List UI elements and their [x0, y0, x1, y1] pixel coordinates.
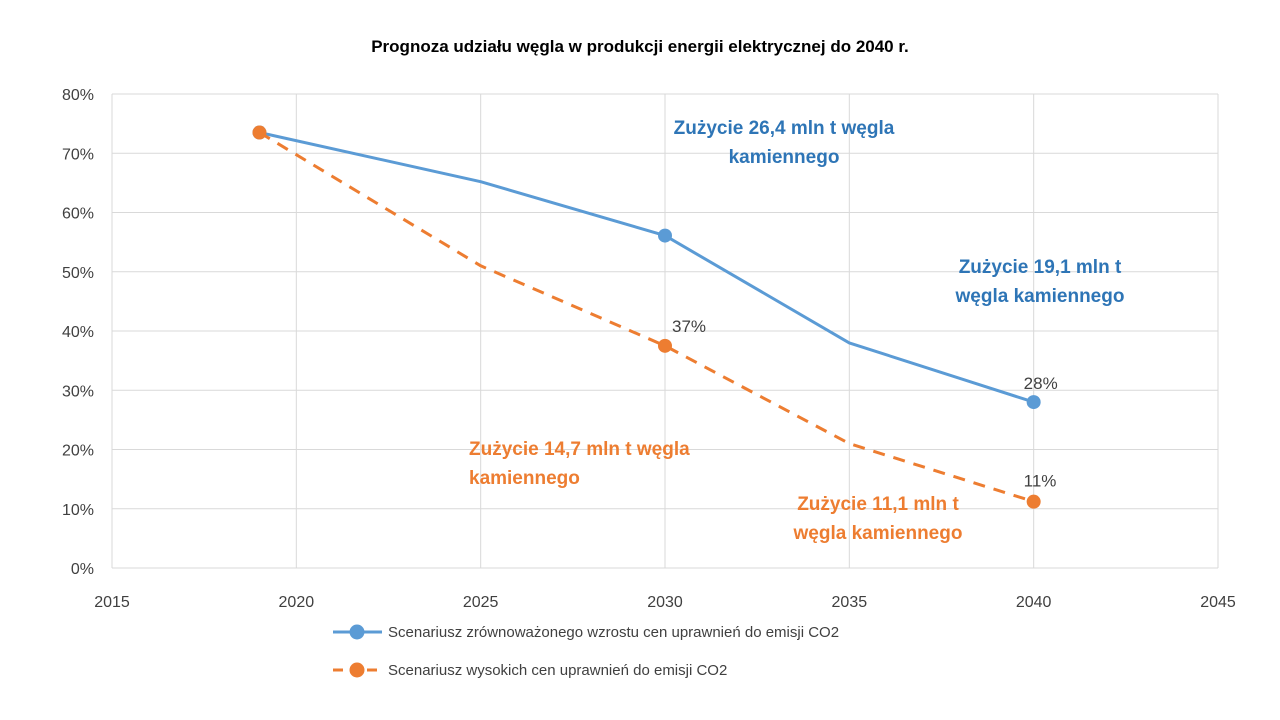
x-tick-label: 2025 — [463, 594, 499, 611]
data-label: 11% — [1024, 472, 1057, 491]
series-0-point — [1026, 395, 1041, 410]
legend-marker-0 — [349, 624, 365, 640]
annotation-text: Zużycie 14,7 mln t węgla — [469, 439, 690, 460]
data-labels: 37% 28% 11% — [672, 317, 1058, 491]
grid — [111, 93, 1219, 569]
series — [252, 125, 1041, 509]
annotation-text: Zużycie 11,1 mln t — [797, 494, 959, 515]
legend: Scenariusz zrównoważonego wzrostu cen up… — [333, 624, 839, 679]
x-tick-label: 2015 — [94, 594, 130, 611]
annotation-text: Zużycie 19,1 mln t — [959, 257, 1122, 278]
data-label: 37% — [672, 317, 706, 336]
x-tick-label: 2030 — [647, 594, 683, 611]
y-tick-label: 80% — [62, 87, 94, 104]
series-0-point — [658, 228, 672, 243]
annotation-text: węgla kamiennego — [793, 523, 963, 544]
legend-label-0: Scenariusz zrównoważonego wzrostu cen up… — [388, 624, 839, 641]
annotation-text: węgla kamiennego — [955, 286, 1125, 307]
series-line-0 — [259, 131, 1035, 404]
y-tick-label: 10% — [62, 502, 94, 519]
legend-label-1: Scenariusz wysokich cen uprawnień do emi… — [388, 662, 727, 679]
y-tick-label: 50% — [62, 265, 94, 282]
annotation-text: kamiennego — [469, 468, 580, 489]
series-line-1 — [258, 131, 1035, 504]
y-tick-label: 0% — [71, 561, 94, 578]
annotation-text: Zużycie 26,4 mln t węgla — [674, 118, 895, 139]
series-1-point — [252, 125, 267, 140]
data-label: 28% — [1024, 374, 1058, 393]
legend-marker-1 — [349, 662, 365, 678]
y-tick-label: 70% — [62, 146, 94, 163]
x-tick-label: 2040 — [1016, 594, 1052, 611]
annotations: Zużycie 26,4 mln t węgla kamiennego Zużyci… — [469, 118, 1124, 544]
y-tick-label: 40% — [62, 324, 94, 341]
x-tick-label: 2020 — [279, 594, 315, 611]
x-tick-label: 2035 — [832, 594, 868, 611]
annotation-text: kamiennego — [729, 147, 840, 168]
series-1-point — [1026, 494, 1041, 509]
y-tick-label: 30% — [62, 383, 94, 400]
series-1-point — [658, 338, 672, 353]
axes: 0% 10% 20% 30% 40% 50% 60% 70% 80% 2015 2020 2025 20… — [62, 87, 1236, 611]
x-tick-label: 2045 — [1200, 594, 1236, 611]
y-tick-label: 60% — [62, 206, 94, 223]
chart-title: Prognoza udziału węgla w produkcji energ… — [371, 37, 909, 56]
y-tick-label: 20% — [62, 443, 94, 460]
